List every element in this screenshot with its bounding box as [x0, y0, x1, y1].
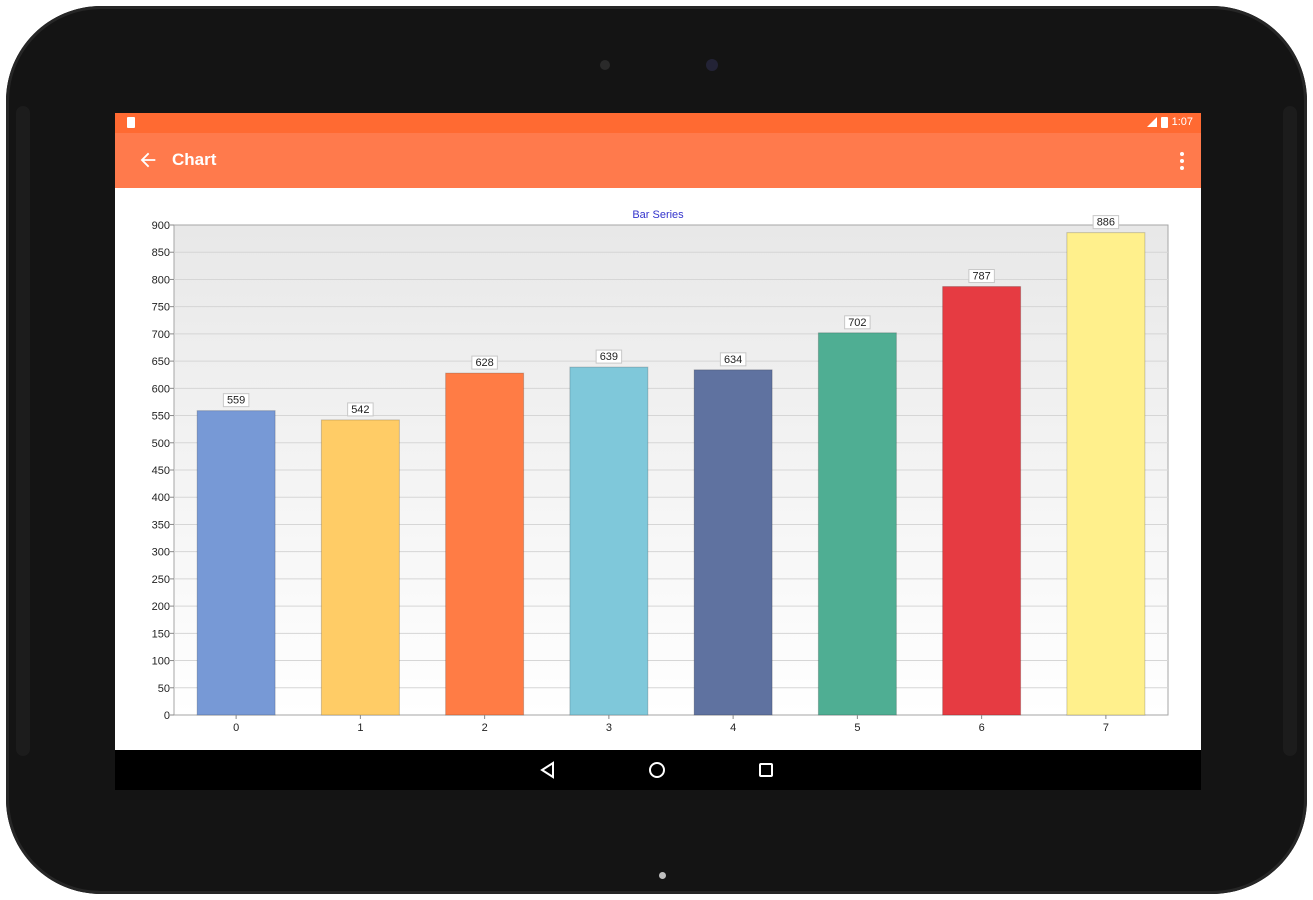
- speaker-left: [16, 106, 30, 756]
- data-label-box: [719, 352, 747, 367]
- y-tick-label: 650: [152, 356, 170, 368]
- x-tick-label: 5: [854, 722, 860, 734]
- y-tick-label: 250: [152, 574, 170, 586]
- y-tick-label: 800: [152, 274, 170, 286]
- chart-title: Bar Series: [632, 209, 684, 221]
- bar-0[interactable]: [196, 410, 276, 716]
- y-tick-label: 450: [152, 465, 170, 477]
- y-axis: 0 50 100 150 200 250 300 350 400 450 500 550 600 650 7…: [152, 220, 174, 722]
- chart-area: Bar Series 0 50 100 150 200 250 300 350 400 450 50…: [115, 188, 1201, 750]
- bar-2[interactable]: [445, 372, 525, 716]
- x-tick-label: 6: [979, 722, 985, 734]
- y-tick-label: 600: [152, 383, 170, 395]
- home-nav-icon[interactable]: [646, 759, 668, 781]
- x-tick-label: 1: [357, 722, 363, 734]
- app-title: Chart: [172, 150, 217, 169]
- y-tick-label: 0: [164, 710, 170, 722]
- y-tick-label: 700: [152, 329, 170, 341]
- bar-7[interactable]: [1066, 232, 1146, 716]
- battery-icon: [1160, 116, 1168, 128]
- bar-1[interactable]: [320, 419, 400, 716]
- y-tick-label: 50: [158, 683, 170, 695]
- y-tick-label: 750: [152, 302, 170, 314]
- data-label: 559: [227, 395, 245, 407]
- y-tick-label: 150: [152, 628, 170, 640]
- data-label: 787: [972, 271, 990, 283]
- data-label: 634: [724, 354, 742, 366]
- data-label-box: [595, 349, 623, 364]
- data-label-box: [1092, 215, 1120, 230]
- app-bar: Chart: [115, 133, 1201, 188]
- bar-3[interactable]: [569, 366, 649, 716]
- y-tick-label: 500: [152, 438, 170, 450]
- status-right: 1:07: [1146, 116, 1193, 128]
- bar-chart: Bar Series 05010015020025030035040045050…: [152, 209, 1169, 734]
- bar-6[interactable]: [942, 286, 1022, 716]
- signal-icon: [1146, 117, 1157, 127]
- nav-bar: [115, 750, 1201, 790]
- y-tick-label: 350: [152, 519, 170, 531]
- notification-icon: [127, 117, 135, 128]
- y-tick-label: 400: [152, 492, 170, 504]
- app-screen: 1:07 Chart Bar Series 0 50 100 150 200 250 300…: [115, 113, 1201, 790]
- bar-4[interactable]: [693, 369, 773, 716]
- data-label-box: [222, 393, 250, 408]
- y-tick-label: 550: [152, 411, 170, 423]
- status-time: 1:07: [1171, 116, 1193, 128]
- back-nav-icon[interactable]: [537, 759, 559, 781]
- more-vert-icon[interactable]: [1179, 151, 1185, 171]
- back-arrow-icon[interactable]: [137, 149, 159, 171]
- data-label: 639: [600, 351, 618, 363]
- y-tick-label: 900: [152, 220, 170, 232]
- x-tick-label: 7: [1103, 722, 1109, 734]
- data-label-box: [471, 355, 498, 370]
- data-label-box: [844, 315, 871, 330]
- y-tick-label: 200: [152, 601, 170, 613]
- x-tick-label: 3: [606, 722, 612, 734]
- status-bar: 1:07: [115, 113, 1201, 133]
- bars: 559 542 628 639 634 702 787 886: [196, 215, 1146, 716]
- sensor-icon: [600, 60, 610, 70]
- speaker-right: [1283, 106, 1297, 756]
- y-tick-label: 300: [152, 547, 170, 559]
- y-tick-label: 850: [152, 247, 170, 259]
- x-tick-label: 2: [482, 722, 488, 734]
- bar-5[interactable]: [817, 332, 897, 716]
- data-label: 542: [351, 404, 369, 416]
- recents-nav-icon[interactable]: [755, 759, 777, 781]
- x-axis: 0 1 2 3 4 5 6 7: [233, 715, 1109, 734]
- x-tick-label: 0: [233, 722, 239, 734]
- data-label-box: [968, 269, 995, 284]
- home-indicator: [659, 872, 666, 879]
- y-tick-label: 100: [152, 656, 170, 668]
- data-label: 886: [1097, 217, 1115, 229]
- x-tick-label: 4: [730, 722, 736, 734]
- data-label: 628: [475, 357, 493, 369]
- data-label-box: [347, 402, 374, 417]
- camera-icon: [706, 59, 718, 71]
- data-label: 702: [848, 317, 866, 329]
